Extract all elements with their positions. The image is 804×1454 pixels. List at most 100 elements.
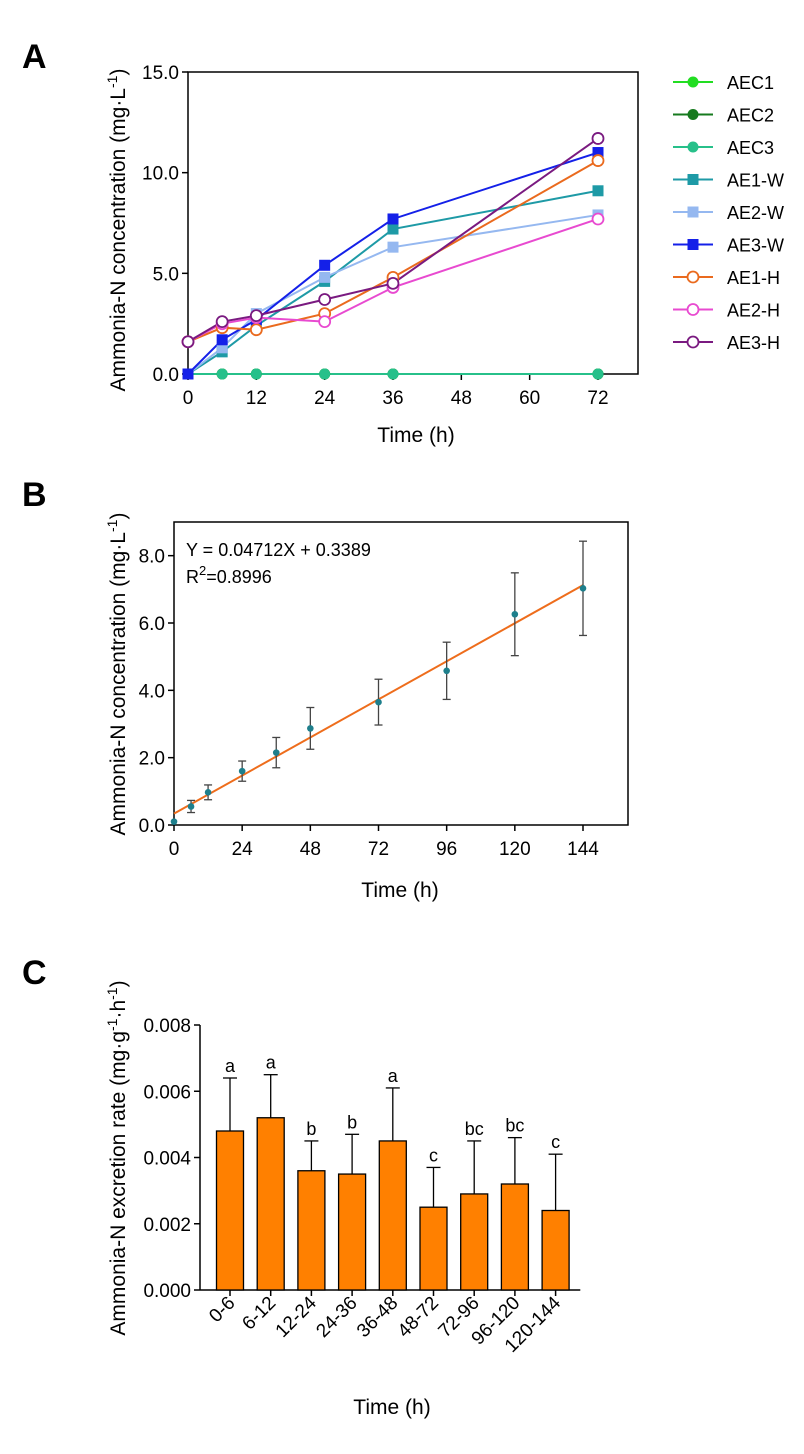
panel-a-x-tick-label: 0 bbox=[183, 388, 194, 409]
series-point-ae1-w bbox=[592, 185, 604, 197]
data-point bbox=[204, 789, 212, 796]
legend-label-aec2: AEC2 bbox=[727, 106, 774, 126]
legend-label-ae1-h: AE1-H bbox=[727, 268, 780, 288]
panel-label-b: B bbox=[22, 476, 47, 514]
panel-b-chart: 0 24 48 72 96 120 144 0.0 2.0 4.0 6.0 8.0 bbox=[139, 521, 629, 860]
panel-b-x-tick-label: 24 bbox=[232, 839, 254, 860]
series-line-ae2-w bbox=[187, 213, 599, 375]
panel-a-x-tick-label: 12 bbox=[246, 388, 267, 409]
panel-c-ylabel: Ammonia-N excretion rate (mg·g-1·h-1) bbox=[104, 980, 130, 1335]
panel-c-x-tick-label: 24-36 bbox=[312, 1293, 361, 1342]
panel-a-y-tick-label: 0.0 bbox=[153, 365, 179, 386]
series-point-ae3-h bbox=[181, 335, 195, 349]
series-line-ae3-w bbox=[187, 151, 599, 375]
panel-b-x-tick-label: 48 bbox=[300, 839, 321, 860]
series-point-aec3 bbox=[216, 368, 228, 380]
legend-marker-ae1-w bbox=[687, 174, 699, 185]
series-point-ae2-w bbox=[387, 241, 399, 253]
panel-a-x-tick-label: 72 bbox=[587, 388, 608, 409]
significance-letter: a bbox=[388, 1066, 399, 1086]
data-point bbox=[187, 803, 195, 810]
panel-c-chart: 0.0000.0020.0040.0060.008a0-6a6-12b12-24… bbox=[143, 1016, 581, 1357]
series-point-ae3-h bbox=[591, 132, 605, 145]
legend-label-ae3-h: AE3-H bbox=[727, 333, 780, 353]
series-point-ae1-h bbox=[249, 323, 263, 337]
series-point-ae1-w bbox=[387, 223, 399, 235]
legend-label-ae1-w: AE1-W bbox=[727, 171, 784, 191]
bar bbox=[297, 1170, 326, 1291]
legend-marker-ae3-w bbox=[687, 239, 699, 250]
panel-a-xlabel: Time (h) bbox=[377, 424, 454, 447]
legend-marker-ae3-h bbox=[686, 335, 700, 349]
legend-marker-ae1-h bbox=[686, 270, 700, 284]
panel-b-y-tick-label: 4.0 bbox=[139, 681, 165, 702]
panel-c-x-tick-label: 12-24 bbox=[272, 1292, 322, 1342]
significance-letter: a bbox=[266, 1053, 277, 1073]
series-point-ae3-h bbox=[318, 293, 332, 306]
data-point bbox=[238, 767, 246, 775]
bar bbox=[215, 1130, 245, 1291]
panel-label-a: A bbox=[22, 38, 47, 76]
bar bbox=[256, 1117, 285, 1291]
series-point-ae1-h bbox=[591, 154, 605, 167]
panel-b-y-tick-label: 2.0 bbox=[139, 749, 165, 770]
panel-c-y-tick-label: 0.008 bbox=[143, 1016, 191, 1037]
bar bbox=[541, 1209, 570, 1291]
legend-marker-ae2-h bbox=[686, 303, 700, 316]
panel-b-x-tick-label: 0 bbox=[169, 839, 180, 860]
bar bbox=[500, 1183, 530, 1291]
panel-a-x-tick-label: 36 bbox=[382, 388, 403, 409]
legend-label-ae2-h: AE2-H bbox=[727, 301, 780, 321]
panel-c-y-tick-label: 0.002 bbox=[143, 1215, 191, 1236]
series-point-ae3-w bbox=[182, 368, 194, 380]
panel-b-equation: Y = 0.04712X + 0.3389 bbox=[186, 540, 371, 560]
data-point bbox=[579, 585, 587, 592]
panel-c-xlabel: Time (h) bbox=[353, 1396, 430, 1419]
panel-b-x-tick-label: 96 bbox=[436, 839, 457, 860]
panel-c-x-tick-label: 0-6 bbox=[205, 1293, 239, 1327]
panel-b-y-tick-label: 6.0 bbox=[139, 614, 165, 635]
data-point bbox=[375, 698, 382, 706]
panel-b-xlabel: Time (h) bbox=[361, 879, 438, 902]
panel-c-y-tick-label: 0.004 bbox=[143, 1149, 191, 1170]
legend-marker-aec2 bbox=[687, 109, 699, 120]
panel-c-y-tick-label: 0.006 bbox=[143, 1082, 191, 1103]
panel-a-y-tick-label: 5.0 bbox=[153, 264, 179, 285]
panel-c-x-tick-label: 36-48 bbox=[353, 1293, 402, 1342]
panel-a-x-tick-label: 60 bbox=[519, 388, 540, 409]
series-point-aec3 bbox=[387, 368, 399, 380]
significance-letter: bc bbox=[505, 1116, 524, 1136]
significance-letter: c bbox=[429, 1145, 438, 1165]
legend-label-ae3-w: AE3-W bbox=[727, 236, 784, 256]
bar bbox=[419, 1206, 448, 1291]
bar bbox=[460, 1193, 489, 1291]
bar bbox=[337, 1173, 367, 1291]
panel-a-y-tick-label: 10.0 bbox=[142, 164, 179, 185]
series-line-ae1-w bbox=[187, 189, 599, 375]
bar bbox=[378, 1140, 407, 1291]
series-point-ae3-h bbox=[215, 315, 229, 329]
panel-a-x-tick-label: 48 bbox=[451, 388, 472, 409]
series-point-ae2-w bbox=[319, 271, 331, 283]
data-point bbox=[170, 818, 178, 825]
legend-label-aec1: AEC1 bbox=[727, 73, 774, 93]
series-point-ae2-h bbox=[318, 315, 332, 329]
series-point-ae3-w bbox=[216, 334, 228, 346]
series-point-aec3 bbox=[250, 368, 262, 380]
panel-b-ylabel: Ammonia-N concentration (mg·L-1) bbox=[104, 513, 130, 836]
panel-c-y-tick-label: 0.000 bbox=[143, 1281, 191, 1302]
series-point-ae3-w bbox=[319, 259, 331, 271]
series-point-ae2-h bbox=[591, 212, 605, 226]
series-point-ae3-w bbox=[592, 147, 604, 159]
panel-c-x-tick-label: 48-72 bbox=[394, 1293, 443, 1342]
series-point-aec3 bbox=[319, 368, 331, 380]
panel-b-plot-frame bbox=[173, 521, 629, 826]
panel-b-x-tick-label: 120 bbox=[499, 839, 531, 860]
legend-marker-aec3 bbox=[687, 141, 699, 153]
panel-a-y-tick-label: 15.0 bbox=[142, 63, 179, 84]
panel-b-r-squared: R2=0.8996 bbox=[186, 563, 272, 587]
panel-b-y-tick-label: 8.0 bbox=[139, 547, 165, 568]
significance-letter: c bbox=[551, 1132, 560, 1152]
series-point-ae2-w bbox=[216, 342, 228, 354]
